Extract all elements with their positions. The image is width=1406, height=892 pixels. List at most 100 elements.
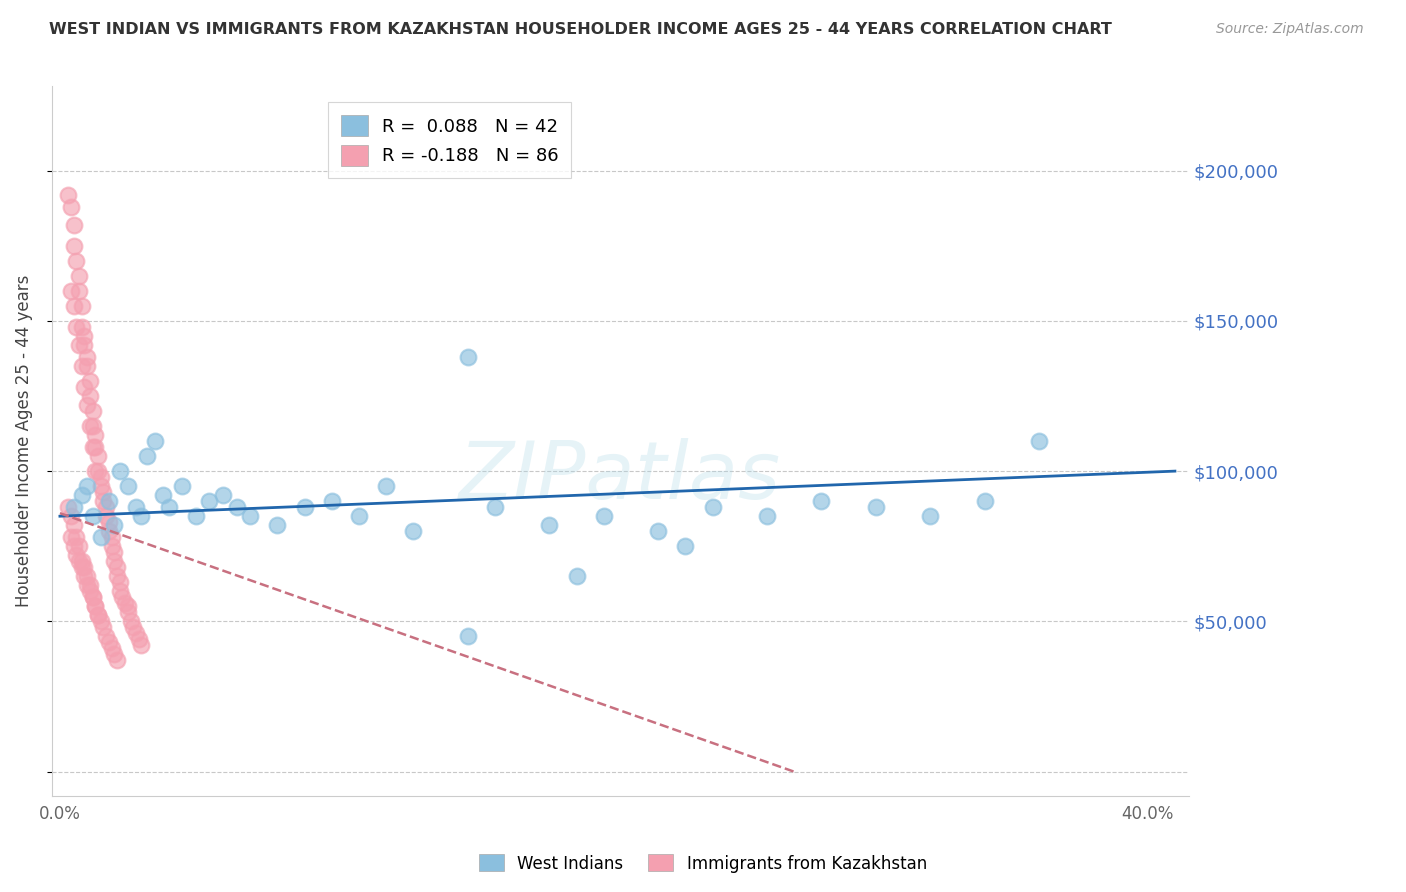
Point bbox=[117, 599, 139, 614]
Point bbox=[70, 299, 93, 313]
Point bbox=[143, 434, 166, 448]
Point bbox=[62, 218, 84, 232]
Point bbox=[82, 440, 104, 454]
Point bbox=[756, 509, 779, 524]
Point bbox=[76, 578, 98, 592]
Point bbox=[73, 329, 96, 343]
Point bbox=[84, 599, 107, 614]
Point bbox=[120, 615, 142, 629]
Point bbox=[79, 584, 101, 599]
Point bbox=[157, 500, 180, 515]
Point bbox=[70, 560, 93, 574]
Point bbox=[76, 569, 98, 583]
Point bbox=[103, 554, 125, 568]
Point bbox=[402, 524, 425, 539]
Point bbox=[128, 632, 150, 647]
Point bbox=[90, 479, 112, 493]
Text: WEST INDIAN VS IMMIGRANTS FROM KAZAKHSTAN HOUSEHOLDER INCOME AGES 25 - 44 YEARS : WEST INDIAN VS IMMIGRANTS FROM KAZAKHSTA… bbox=[49, 22, 1112, 37]
Point bbox=[73, 569, 96, 583]
Point bbox=[84, 599, 107, 614]
Text: Source: ZipAtlas.com: Source: ZipAtlas.com bbox=[1216, 22, 1364, 37]
Point bbox=[67, 539, 90, 553]
Point bbox=[65, 253, 87, 268]
Point bbox=[70, 319, 93, 334]
Point bbox=[105, 560, 128, 574]
Point bbox=[152, 488, 174, 502]
Point bbox=[97, 635, 120, 649]
Point bbox=[131, 509, 153, 524]
Point bbox=[484, 500, 506, 515]
Point bbox=[920, 509, 942, 524]
Point bbox=[59, 200, 82, 214]
Point bbox=[457, 630, 479, 644]
Point bbox=[565, 569, 588, 583]
Point bbox=[114, 596, 136, 610]
Point bbox=[62, 238, 84, 252]
Point bbox=[87, 608, 110, 623]
Point bbox=[79, 419, 101, 434]
Point bbox=[65, 549, 87, 563]
Point bbox=[70, 488, 93, 502]
Point bbox=[117, 479, 139, 493]
Point bbox=[538, 518, 561, 533]
Point bbox=[225, 500, 247, 515]
Point bbox=[70, 554, 93, 568]
Point bbox=[93, 494, 115, 508]
Point bbox=[84, 440, 107, 454]
Legend: West Indians, Immigrants from Kazakhstan: West Indians, Immigrants from Kazakhstan bbox=[472, 847, 934, 880]
Text: ZIPatlas: ZIPatlas bbox=[460, 438, 782, 516]
Point bbox=[67, 284, 90, 298]
Point bbox=[97, 524, 120, 539]
Point bbox=[239, 509, 262, 524]
Point bbox=[90, 470, 112, 484]
Point bbox=[125, 626, 148, 640]
Point bbox=[79, 389, 101, 403]
Point bbox=[592, 509, 614, 524]
Point bbox=[87, 449, 110, 463]
Point bbox=[103, 518, 125, 533]
Point bbox=[136, 449, 159, 463]
Point bbox=[1028, 434, 1050, 448]
Point bbox=[702, 500, 724, 515]
Point bbox=[100, 641, 122, 656]
Point bbox=[94, 630, 117, 644]
Point bbox=[100, 530, 122, 544]
Point bbox=[125, 500, 148, 515]
Point bbox=[184, 509, 207, 524]
Point bbox=[79, 374, 101, 388]
Point bbox=[62, 539, 84, 553]
Point bbox=[56, 500, 79, 515]
Point bbox=[865, 500, 887, 515]
Point bbox=[90, 615, 112, 629]
Point bbox=[673, 539, 696, 553]
Point bbox=[62, 518, 84, 533]
Point bbox=[294, 500, 316, 515]
Point bbox=[973, 494, 995, 508]
Point bbox=[93, 620, 115, 634]
Point bbox=[457, 350, 479, 364]
Point bbox=[810, 494, 832, 508]
Point bbox=[97, 494, 120, 508]
Point bbox=[73, 338, 96, 352]
Point bbox=[90, 530, 112, 544]
Point bbox=[62, 500, 84, 515]
Point bbox=[87, 464, 110, 478]
Point bbox=[84, 464, 107, 478]
Point bbox=[76, 479, 98, 493]
Point bbox=[82, 404, 104, 418]
Point bbox=[82, 509, 104, 524]
Point bbox=[172, 479, 194, 493]
Point bbox=[82, 419, 104, 434]
Point bbox=[375, 479, 398, 493]
Point bbox=[108, 575, 131, 590]
Point bbox=[59, 530, 82, 544]
Point bbox=[100, 539, 122, 553]
Point bbox=[67, 268, 90, 283]
Point bbox=[76, 359, 98, 373]
Point bbox=[93, 485, 115, 500]
Point bbox=[70, 359, 93, 373]
Point bbox=[59, 284, 82, 298]
Point bbox=[212, 488, 235, 502]
Point bbox=[105, 653, 128, 667]
Point bbox=[59, 509, 82, 524]
